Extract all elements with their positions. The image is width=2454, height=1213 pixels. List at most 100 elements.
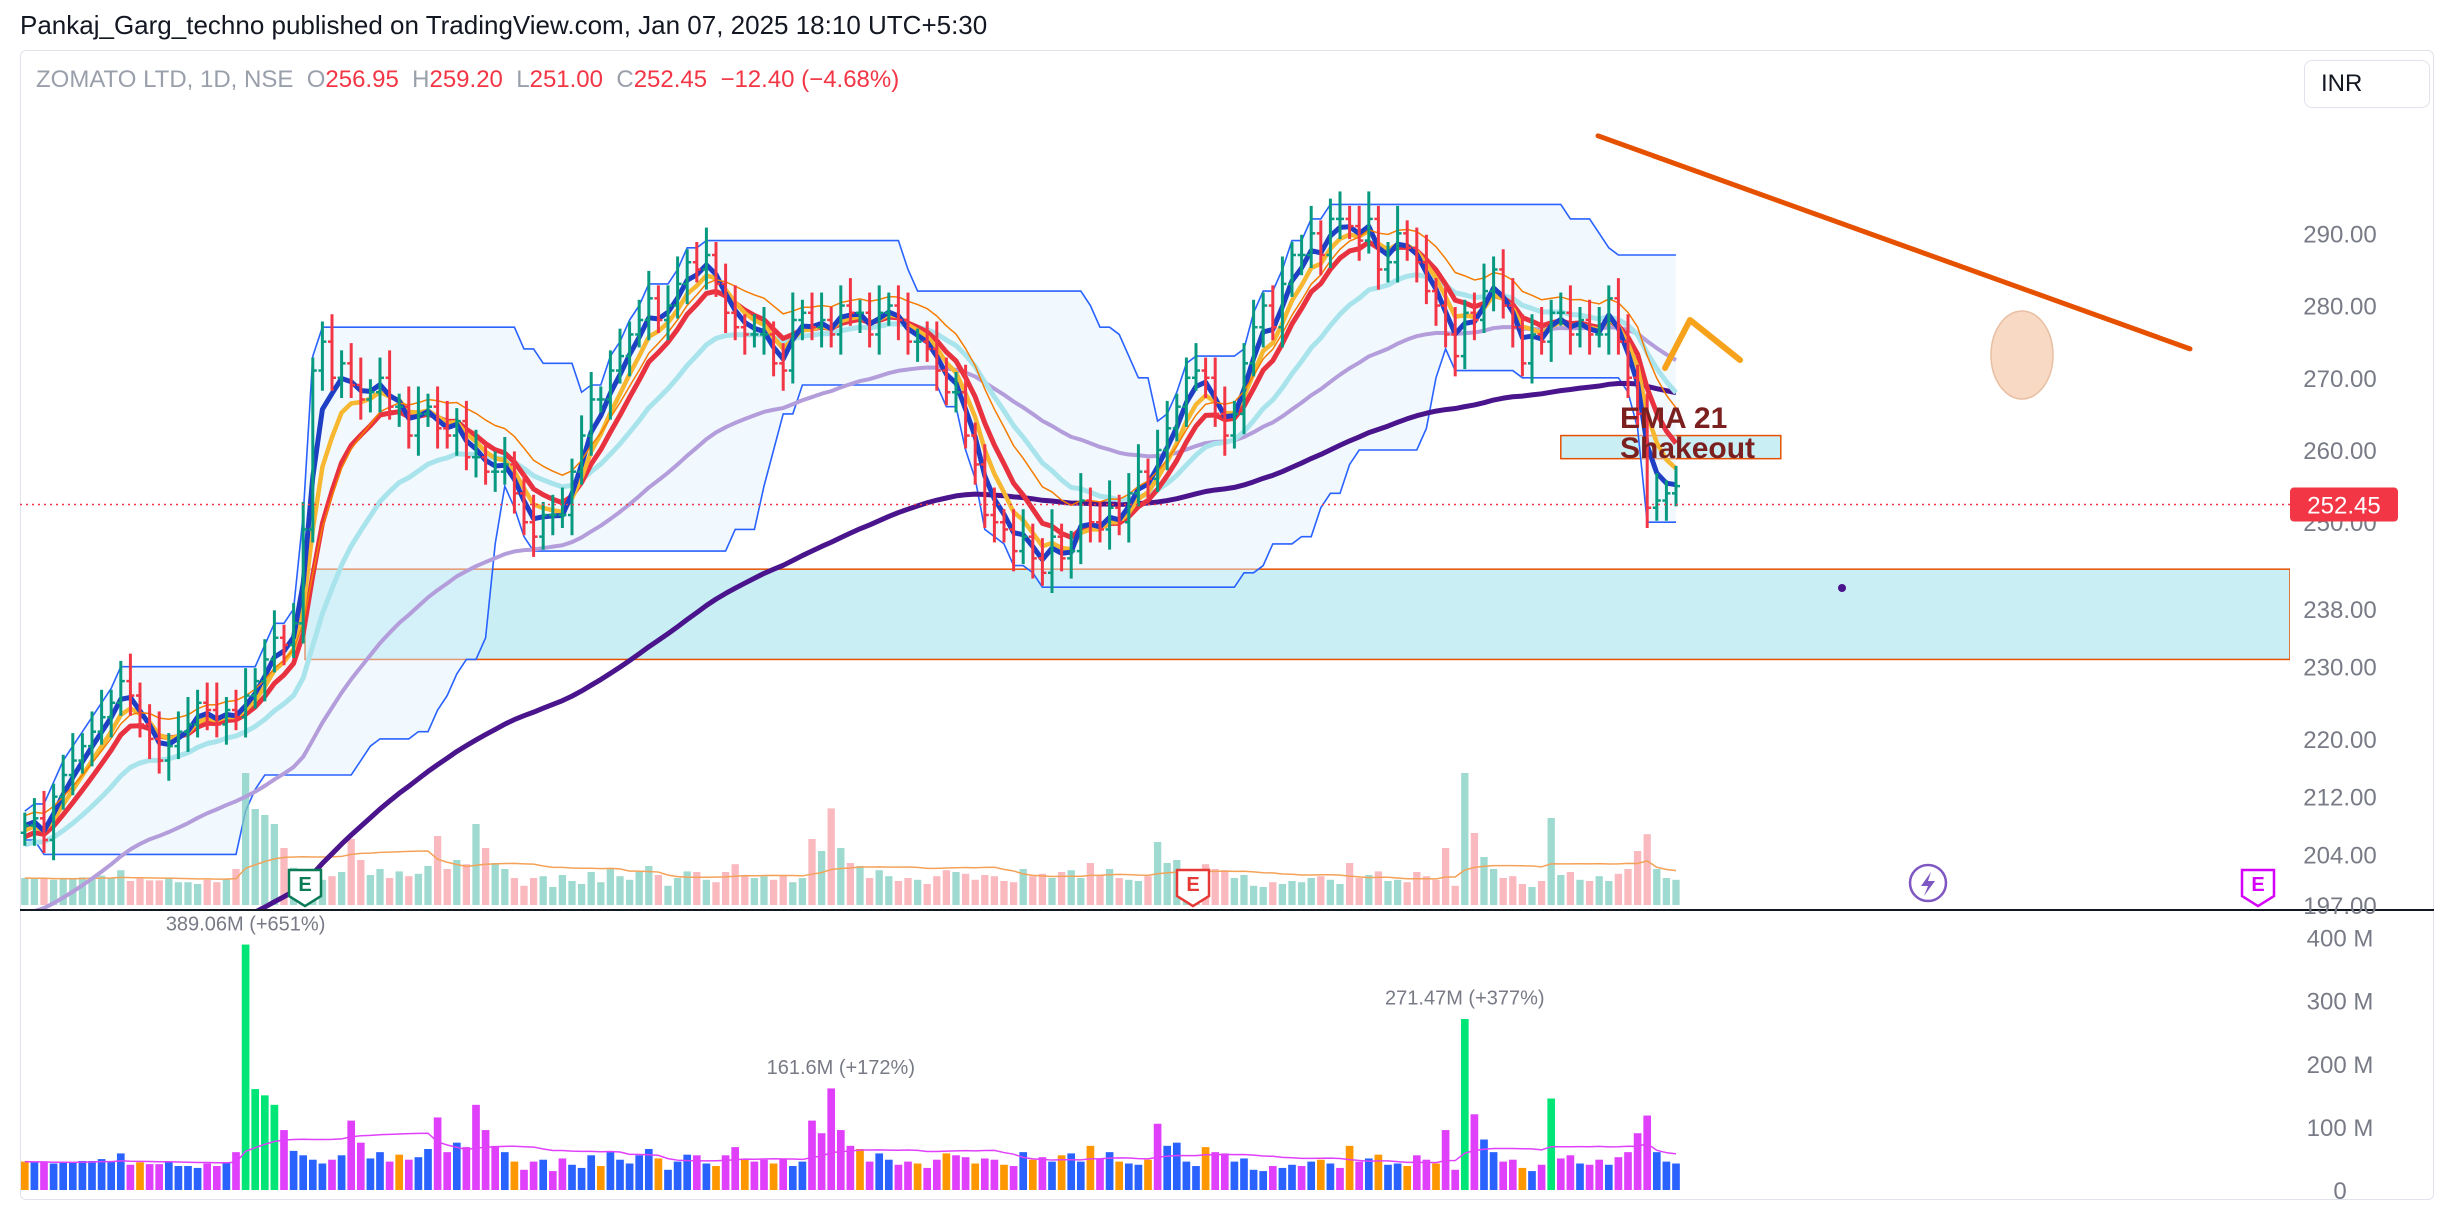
- overlay-volume-bar: [885, 876, 893, 905]
- overlay-volume-bar: [491, 863, 499, 905]
- volume-bar: [251, 1089, 260, 1190]
- volume-bar: [1566, 1155, 1575, 1190]
- overlay-volume-bar: [1029, 876, 1037, 905]
- earnings-marker-2-badge: [1175, 868, 1211, 908]
- volume-bar: [1096, 1158, 1104, 1190]
- volume-bar: [836, 1130, 845, 1190]
- overlay-volume-bar: [664, 885, 672, 905]
- annotation-line1: EMA 21: [1620, 402, 1727, 435]
- overlay-volume-bar: [721, 872, 730, 905]
- volume-bar: [376, 1152, 384, 1190]
- overlay-volume-bar: [107, 878, 115, 905]
- price-tick-label: 280.00: [2303, 294, 2376, 321]
- overlay-volume-bar: [1259, 887, 1267, 905]
- overlay-volume-bar: [683, 871, 691, 905]
- volume-bar: [558, 1158, 567, 1190]
- volume-bar: [913, 1163, 922, 1190]
- volume-bar: [1518, 1167, 1527, 1190]
- overlay-volume-bar: [1096, 875, 1104, 905]
- overlay-volume-bar: [462, 864, 471, 905]
- volume-bar: [1364, 1158, 1373, 1190]
- overlay-volume-bar: [1278, 884, 1287, 905]
- overlay-volume-bar: [913, 879, 922, 905]
- volume-bar: [1057, 1155, 1066, 1190]
- volume-bar: [760, 1159, 768, 1190]
- overlay-volume-bar: [261, 815, 269, 905]
- donchian-upper: [24, 203, 1676, 812]
- volume-bar: [1489, 1152, 1498, 1190]
- volume-bar: [788, 1166, 797, 1190]
- volume-bar: [1192, 1166, 1200, 1190]
- overlay-volume-bar: [1115, 878, 1123, 905]
- overlay-volume-bar: [1461, 773, 1469, 905]
- overlay-volume-bar: [1413, 872, 1421, 905]
- volume-bar: [472, 1104, 480, 1190]
- price-tick-label: 230.00: [2303, 655, 2376, 682]
- volume-bar: [798, 1161, 807, 1190]
- volume-bar: [1172, 1142, 1181, 1190]
- volume-annotation: 271.47M (+377%): [1385, 988, 1545, 1010]
- price-tick-label: 220.00: [2303, 727, 2376, 754]
- volume-bar: [1249, 1169, 1258, 1190]
- overlay-volume-bar: [769, 879, 778, 905]
- overlay-volume-bar: [1662, 878, 1671, 905]
- currency-button[interactable]: INR: [2304, 60, 2430, 108]
- volume-bar: [1652, 1152, 1661, 1190]
- overlay-volume-bar: [1528, 887, 1536, 905]
- chart-frame: [20, 50, 2434, 1200]
- overlay-volume-bar: [1374, 871, 1383, 905]
- volume-bar: [318, 1163, 327, 1190]
- volume-bar: [203, 1163, 212, 1190]
- symbol-label[interactable]: ZOMATO LTD, 1D, NSE: [36, 66, 294, 93]
- demand-zone: [304, 568, 2290, 661]
- overlay-volume-bar: [1643, 834, 1651, 905]
- overlay-volume-bar: [837, 848, 845, 905]
- volume-tick-label: 0: [2333, 1178, 2346, 1205]
- volume-bar: [1336, 1167, 1344, 1190]
- volume-bar: [68, 1162, 77, 1190]
- overlay-volume-bar: [1317, 876, 1325, 905]
- volume-bar: [49, 1163, 58, 1190]
- overlay-volume-bar: [817, 851, 826, 905]
- overlay-volume-bar: [587, 872, 595, 905]
- volume-bar: [971, 1163, 980, 1190]
- volume-bar: [395, 1154, 404, 1190]
- volume-bar: [932, 1159, 941, 1190]
- volume-bar: [1547, 1098, 1556, 1190]
- overlay-volume-bar: [126, 881, 135, 905]
- overlay-volume-bar: [712, 882, 720, 905]
- volume-bar: [116, 1153, 125, 1190]
- price-tick-label: 238.00: [2303, 597, 2376, 624]
- overlay-volume-bar: [990, 876, 999, 905]
- volume-bar: [1220, 1153, 1229, 1190]
- overlay-volume-bar: [1048, 878, 1056, 905]
- overlay-volume-bar: [1624, 869, 1632, 905]
- volume-bar: [1307, 1161, 1316, 1190]
- volume-bar: [1019, 1152, 1028, 1190]
- volume-bar: [289, 1150, 298, 1190]
- volume-bar: [1009, 1166, 1018, 1190]
- volume-bar: [30, 1162, 39, 1190]
- volume-bar: [328, 1159, 336, 1190]
- volume-bar: [664, 1169, 672, 1190]
- volume-bar: [270, 1104, 279, 1190]
- overlay-volume-bar: [539, 876, 547, 905]
- overlay-volume-bar: [1000, 881, 1008, 905]
- change-value: −12.40 (−4.68%): [720, 66, 900, 93]
- volume-bar: [1403, 1166, 1412, 1190]
- volume-bar: [740, 1158, 749, 1190]
- overlay-volume-bar: [1105, 869, 1114, 905]
- overlay-volume-bar: [635, 872, 643, 905]
- overlay-volume-bar: [654, 875, 663, 905]
- volume-bar: [510, 1161, 519, 1190]
- overlay-volume-bar: [328, 876, 336, 905]
- overlay-volume-bar: [1605, 881, 1613, 905]
- volume-bar: [308, 1159, 317, 1190]
- open-value: 256.95: [325, 66, 399, 93]
- volume-bar: [1614, 1157, 1623, 1190]
- overlay-volume-bar: [731, 864, 739, 905]
- volume-bar: [980, 1158, 989, 1190]
- overlay-volume-bar: [846, 863, 855, 905]
- volume-bar: [616, 1159, 624, 1190]
